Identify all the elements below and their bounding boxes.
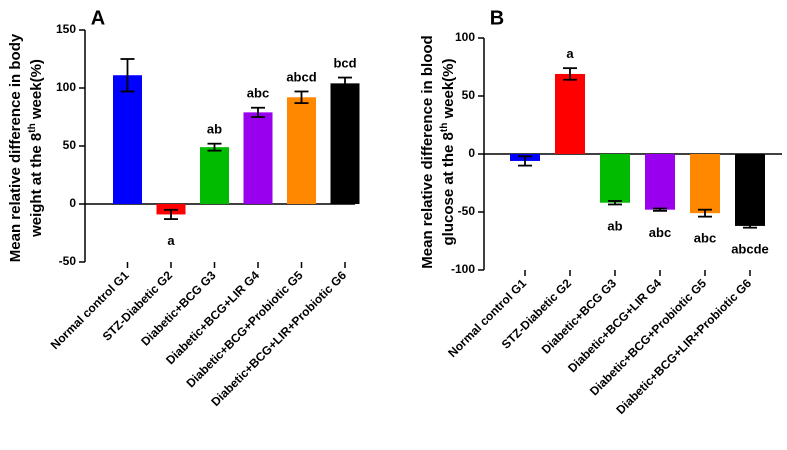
y-axis-label-line-2: weight at the 8th week(%) — [27, 59, 45, 238]
panel-letter: B — [490, 7, 504, 29]
significance-label: abcde — [731, 242, 769, 257]
panel-b-blood-glucose-chart: B -100 -50 0 50 100 Mean relative difference i… — [419, 7, 782, 417]
bar — [200, 147, 229, 204]
y-tick-label: -100 — [451, 262, 475, 276]
y-axis-label-part: weight at the 8 — [28, 133, 45, 238]
x-tick-label: Diabetic+BCG G3 — [138, 268, 219, 349]
bar — [690, 154, 720, 214]
bar — [735, 154, 765, 226]
significance-label: abcd — [286, 69, 316, 84]
y-tick-label: -50 — [59, 254, 77, 268]
y-axis-label-superscript: th — [27, 123, 38, 132]
y-axis-label-line-1: Mean relative difference in body — [7, 33, 24, 262]
significance-label: ab — [207, 122, 222, 137]
significance-label: abc — [649, 225, 671, 240]
x-tick-label: Normal control G1 — [48, 268, 132, 352]
y-tick-label: 50 — [462, 88, 476, 102]
y-tick-label: 0 — [468, 146, 475, 160]
y-tick-label: 150 — [56, 22, 76, 36]
significance-label: a — [167, 233, 175, 248]
y-axis-label-line-2: glucose at the 8th week(%) — [439, 58, 457, 245]
y-tick-label: 50 — [63, 138, 77, 152]
y-axis-label-part: glucose at the 8 — [440, 132, 457, 245]
panel-a-body-weight-chart: A -50 0 50 100 150 Mean relative difference in… — [7, 7, 360, 409]
x-tick-label: Diabetic+BCG G3 — [539, 276, 620, 357]
significance-label: ab — [607, 218, 622, 233]
bar — [555, 73, 585, 154]
significance-label: bcd — [333, 56, 356, 71]
bar — [113, 75, 142, 205]
bar — [600, 154, 630, 203]
y-tick-label: 100 — [56, 80, 76, 94]
bar — [243, 112, 273, 204]
y-axis-label-superscript: th — [439, 123, 450, 132]
panel-letter: A — [91, 7, 105, 29]
x-tick-label: Normal control G1 — [445, 276, 529, 360]
y-axis-label-part: week(%) — [28, 59, 45, 123]
bar — [330, 83, 360, 204]
significance-label: abc — [694, 231, 716, 246]
y-tick-label: -50 — [458, 204, 476, 218]
bar — [287, 97, 316, 204]
significance-label: abc — [247, 86, 269, 101]
significance-label: a — [566, 46, 574, 61]
y-axis-label-part: week(%) — [440, 58, 457, 122]
y-tick-label: 100 — [455, 30, 475, 44]
y-tick-label: 0 — [69, 196, 76, 210]
bar — [645, 154, 675, 210]
y-axis-label-line-1: Mean relative difference in blood — [419, 35, 436, 268]
